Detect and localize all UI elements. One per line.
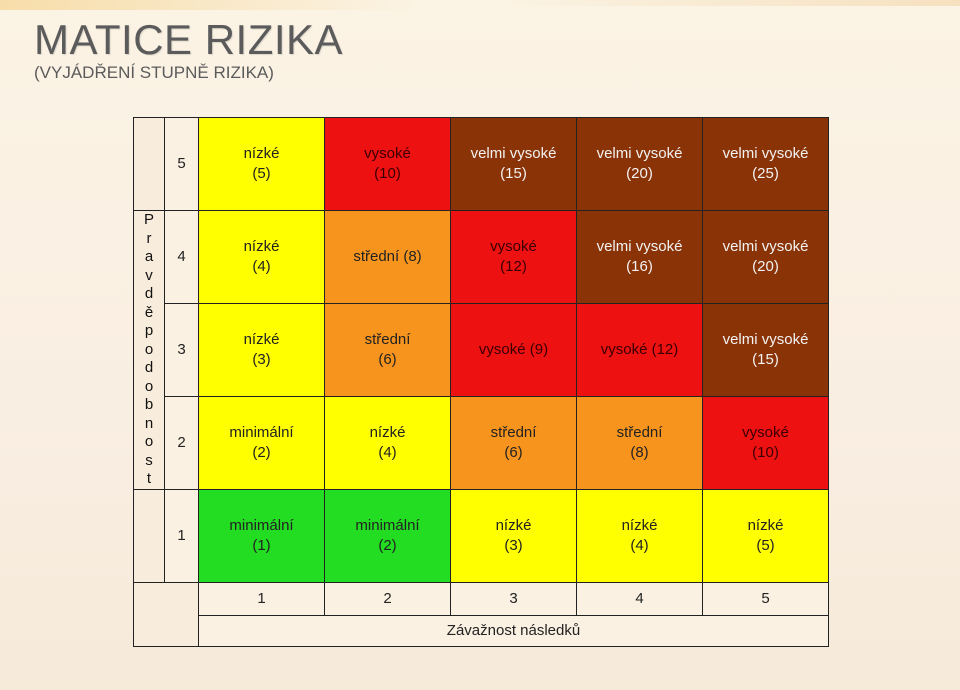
risk-cell: minimální (2) (198, 396, 325, 490)
x-level-4: 4 (576, 582, 703, 616)
x-axis-label-row: Závažnost následků (134, 615, 829, 647)
risk-cell: vysoké (10) (702, 396, 829, 490)
axis-corner (133, 582, 199, 647)
y-axis-cell-top (133, 117, 165, 211)
risk-cell: nízké (4) (576, 489, 703, 583)
risk-cell: vysoké (12) (576, 303, 703, 397)
matrix-row-3: 3 nízké (3) střední (6) vysoké (9) vysok… (134, 303, 829, 397)
risk-cell: nízké (4) (324, 396, 451, 490)
y-level-3: 3 (164, 303, 199, 397)
matrix-row-5: 5 nízké (5) vysoké (10) velmi vysoké (15… (133, 117, 829, 211)
x-axis-levels-row: 1 2 3 4 5 (133, 582, 829, 647)
risk-cell: střední (6) (324, 303, 451, 397)
risk-cell: vysoké (9) (450, 303, 577, 397)
risk-cell: minimální (2) (324, 489, 451, 583)
risk-cell: nízké (5) (702, 489, 829, 583)
y-level-4: 4 (164, 210, 199, 304)
risk-cell: velmi vysoké (25) (702, 117, 829, 211)
risk-cell: nízké (5) (198, 117, 325, 211)
risk-cell: velmi vysoké (15) (702, 303, 829, 397)
x-level-5: 5 (702, 582, 829, 616)
y-axis-label-cell: Pravděpodobnost (133, 210, 165, 490)
page-title: MATICE RIZIKA (34, 16, 344, 63)
risk-cell: střední (8) (576, 396, 703, 490)
x-level-1: 1 (198, 582, 325, 616)
matrix-row-2: 2 minimální (2) nízké (4) střední (6) st… (134, 396, 829, 490)
risk-cell: střední (8) (324, 210, 451, 304)
risk-cell: velmi vysoké (20) (702, 210, 829, 304)
risk-cell: velmi vysoké (15) (450, 117, 577, 211)
risk-cell: velmi vysoké (20) (576, 117, 703, 211)
y-level-5: 5 (164, 117, 199, 211)
risk-cell: vysoké (10) (324, 117, 451, 211)
page-subtitle: (VYJÁDŘENÍ STUPNĚ RIZIKA) (34, 63, 274, 82)
risk-cell: nízké (3) (198, 303, 325, 397)
risk-cell: nízké (3) (450, 489, 577, 583)
x-axis-label: Závažnost následků (198, 615, 829, 647)
decorative-top-bar-right (500, 0, 960, 6)
x-level-3: 3 (450, 582, 577, 616)
risk-cell: minimální (1) (198, 489, 325, 583)
y-level-2: 2 (164, 396, 199, 490)
x-level-2: 2 (324, 582, 451, 616)
y-axis-cell-bottom (133, 489, 165, 583)
matrix-row-1: 1 minimální (1) minimální (2) nízké (3) … (133, 489, 829, 583)
risk-cell: střední (6) (450, 396, 577, 490)
risk-cell: vysoké (12) (450, 210, 577, 304)
y-axis-label: Pravděpodobnost (144, 211, 155, 488)
y-level-1: 1 (164, 489, 199, 583)
risk-matrix: 5 nízké (5) vysoké (10) velmi vysoké (15… (133, 117, 829, 647)
risk-cell: nízké (4) (198, 210, 325, 304)
matrix-row-4: Pravděpodobnost 4 nízké (4) střední (8) … (133, 210, 829, 490)
risk-cell: velmi vysoké (16) (576, 210, 703, 304)
decorative-top-bar (0, 0, 420, 10)
